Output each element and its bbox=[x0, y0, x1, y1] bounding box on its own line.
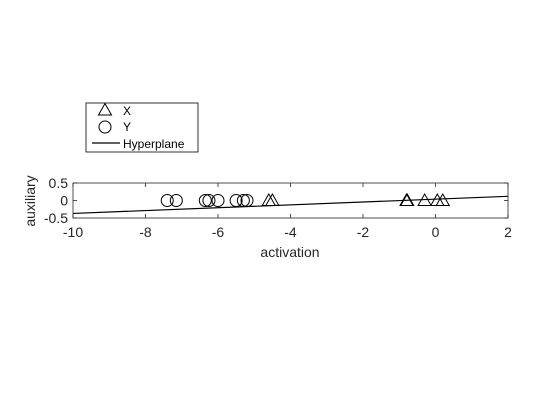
legend-box bbox=[85, 102, 199, 153]
y-tick-label: -0.5 bbox=[44, 210, 68, 226]
y-axis: 0.5 0-0.5 bbox=[44, 175, 508, 226]
x-tick-label: -6 bbox=[212, 224, 225, 240]
x-tick-label: -4 bbox=[284, 224, 297, 240]
circle-marker-y bbox=[211, 194, 225, 207]
circle-marker-y bbox=[202, 194, 216, 207]
plot-area bbox=[73, 183, 508, 218]
x-tick-label: 2 bbox=[504, 224, 512, 240]
y-tick-label: 0.5 bbox=[49, 175, 69, 191]
circle-marker-y bbox=[236, 194, 250, 207]
legend-entry-x: X bbox=[97, 102, 131, 118]
circle-marker-y bbox=[198, 194, 212, 207]
circle-marker-y bbox=[160, 194, 174, 207]
circle-marker-y bbox=[229, 194, 243, 207]
circle-marker-y bbox=[169, 194, 183, 207]
x-tick-label: -2 bbox=[357, 224, 370, 240]
legend-label-hyperplane: Hyperplane bbox=[123, 137, 185, 151]
x-axis-label: activation bbox=[260, 244, 319, 260]
axes: -10 -8 -6 -4 -2 0 2 0.50-0.5 activation auxili… bbox=[22, 175, 512, 260]
legend-circle-marker bbox=[98, 120, 112, 134]
y-axis-label: auxiliary bbox=[22, 175, 38, 226]
y-tick-label: 0 bbox=[60, 193, 68, 209]
x-axis: -10 -8 -6 -4 -2 0 2 bbox=[63, 183, 512, 240]
x-tick-label: -8 bbox=[139, 224, 152, 240]
hyperplane-line bbox=[72, 195, 509, 215]
legend-entry-y: Y bbox=[98, 120, 131, 134]
triangle-marker-x bbox=[435, 192, 451, 206]
legend-label-x: X bbox=[123, 104, 131, 118]
legend-label-y: Y bbox=[123, 120, 131, 134]
x-tick-label: -10 bbox=[63, 224, 83, 240]
data-marks bbox=[72, 192, 509, 215]
triangle-marker-x bbox=[265, 192, 280, 206]
legend: X Y Hyperplane bbox=[85, 102, 199, 153]
x-tick-label: 0 bbox=[432, 224, 440, 240]
circle-marker-y bbox=[240, 194, 254, 207]
triangle-marker-x bbox=[399, 192, 415, 206]
triangle-marker-x bbox=[417, 192, 432, 206]
legend-entry-hyperplane: Hyperplane bbox=[92, 137, 185, 151]
legend-triangle-marker bbox=[97, 102, 113, 116]
